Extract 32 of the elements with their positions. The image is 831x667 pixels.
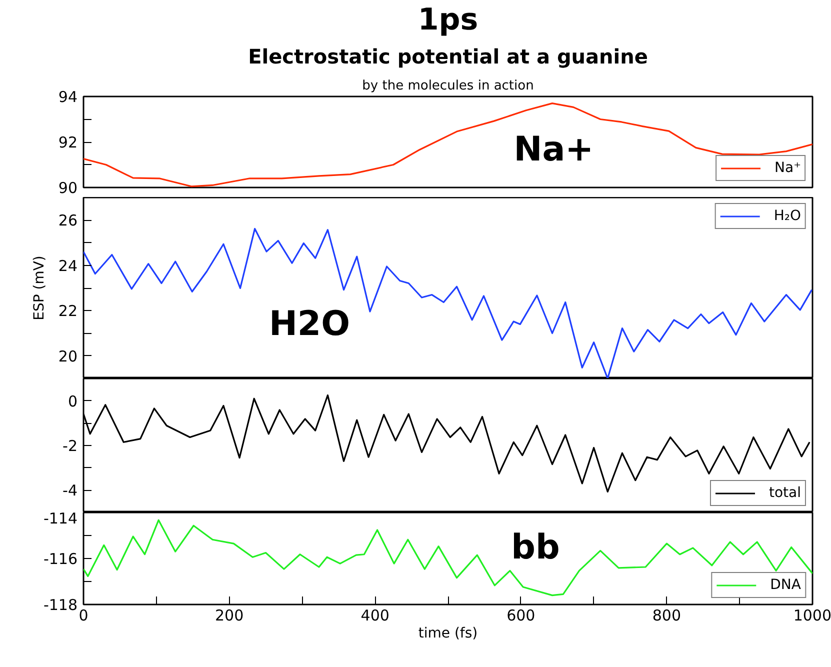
y-tick-label: 22: [58, 302, 78, 320]
x-tick-label: 400: [360, 606, 390, 624]
chart-title: Electrostatic potential at a guanine: [248, 44, 648, 68]
line-series: [84, 228, 812, 378]
x-axis-title: time (fs): [418, 626, 478, 642]
legend-label: Na⁺: [774, 160, 801, 176]
x-tick-label: 800: [652, 606, 682, 624]
annotation: H2O: [268, 304, 350, 344]
y-tick-label: -2: [62, 437, 78, 455]
legend-label: total: [768, 485, 801, 501]
y-axis-title: ESP (mV): [31, 256, 48, 320]
y-tick-label: 20: [58, 347, 78, 366]
y-tick-label: 0: [68, 392, 78, 410]
x-tick-label: 200: [214, 606, 244, 624]
y-tick-label: 90: [58, 179, 78, 197]
x-tick-label: 600: [506, 606, 536, 624]
annotation: Na+: [514, 129, 594, 170]
annotation: bb: [511, 527, 560, 568]
y-tick-label: 26: [58, 212, 78, 230]
y-tick-label: 94: [58, 88, 78, 106]
y-tick-label: -4: [62, 482, 78, 500]
y-tick-label: -116: [43, 550, 78, 568]
y-tick-label: -118: [43, 596, 78, 614]
y-tick-label: -114: [43, 510, 78, 528]
y-tick-label: 92: [58, 134, 78, 152]
line-series: [84, 102, 812, 188]
chart-subtitle: by the molecules in action: [362, 78, 534, 94]
y-tick-label: 24: [58, 256, 78, 275]
x-tick-label: 1000: [793, 606, 831, 624]
text: 1ps: [418, 2, 478, 38]
legend-label: H₂O: [774, 208, 801, 224]
legend-label: DNA: [770, 577, 801, 593]
